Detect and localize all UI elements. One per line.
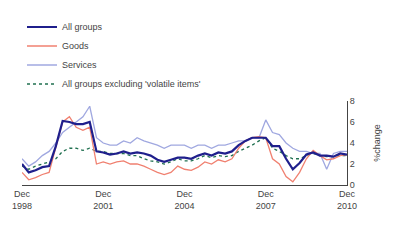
svg-text:%change: %change: [372, 124, 382, 162]
svg-text:Dec2004: Dec2004: [174, 189, 194, 211]
svg-text:All groups: All groups: [62, 22, 103, 32]
svg-text:2: 2: [350, 159, 355, 169]
svg-text:Dec1998: Dec1998: [12, 189, 32, 211]
svg-text:Dec2007: Dec2007: [256, 189, 276, 211]
svg-text:Goods: Goods: [62, 41, 89, 51]
svg-text:8: 8: [350, 96, 355, 106]
svg-text:All groups excluding 'volatile: All groups excluding 'volatile items': [62, 79, 201, 89]
svg-text:0: 0: [350, 180, 355, 190]
svg-text:Dec2001: Dec2001: [93, 189, 113, 211]
svg-text:6: 6: [350, 117, 355, 127]
svg-text:Dec2010: Dec2010: [337, 189, 357, 211]
svg-text:4: 4: [350, 138, 355, 148]
svg-text:Services: Services: [62, 60, 97, 70]
